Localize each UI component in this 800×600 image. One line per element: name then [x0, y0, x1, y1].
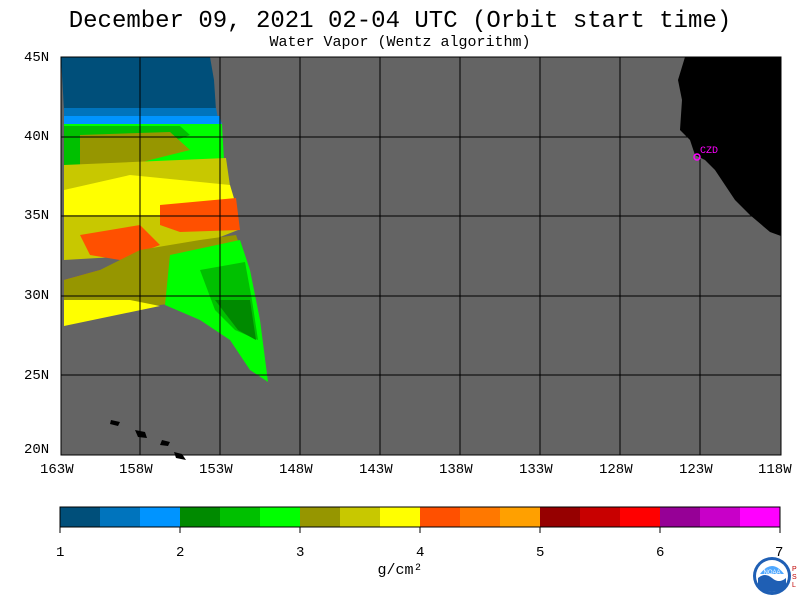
colorbar-segment	[620, 507, 661, 527]
lat-label-20n: 20N	[24, 442, 50, 458]
lon-label-153w: 153W	[199, 462, 233, 478]
lon-label-138w: 138W	[439, 462, 473, 478]
psl-text: PSL	[792, 566, 797, 589]
lon-label-143w: 143W	[359, 462, 393, 478]
colorbar-segment	[580, 507, 621, 527]
colorbar-segment	[140, 507, 181, 527]
colorbar-segment	[100, 507, 141, 527]
page-subtitle: Water Vapor (Wentz algorithm)	[269, 34, 531, 51]
svg-text:NOAA: NOAA	[763, 570, 780, 576]
hawaii-island	[110, 420, 120, 426]
map-frame	[60, 56, 782, 456]
lon-label-158w: 158W	[119, 462, 153, 478]
lat-label-40n: 40N	[24, 129, 50, 145]
lon-label-133w: 133W	[519, 462, 553, 478]
noaa-logo-icon: NOAA	[753, 557, 791, 595]
lon-label-128w: 128W	[599, 462, 633, 478]
hawaii-island	[160, 440, 170, 446]
colorbar-segment	[60, 507, 101, 527]
station-label: CZD	[700, 146, 719, 157]
colorbar-tick-5: 5	[536, 545, 545, 561]
colorbar-segment	[700, 507, 741, 527]
colorbar-tick-1: 1	[56, 545, 65, 561]
lat-label-35n: 35N	[24, 208, 50, 224]
colorbar-segment	[220, 507, 261, 527]
lon-label-123w: 123W	[679, 462, 713, 478]
colorbar-tick-7: 7	[775, 545, 784, 561]
lat-label-45n: 45N	[24, 50, 50, 66]
map-grid	[61, 57, 781, 455]
colorbar-segment	[660, 507, 701, 527]
colorbar-segment	[260, 507, 301, 527]
colorbar-tick-6: 6	[656, 545, 665, 561]
colorbar-segment	[380, 507, 421, 527]
colorbar-segment	[540, 507, 581, 527]
colorbar-segment	[740, 507, 781, 527]
colorbar-unit: g/cm²	[377, 562, 423, 579]
hawaii-island	[135, 430, 147, 438]
colorbar-tick-2: 2	[176, 545, 185, 561]
station-marker-icon	[693, 153, 701, 161]
land-mass	[110, 57, 781, 460]
colorbar-segment	[180, 507, 221, 527]
page-title: December 09, 2021 02-04 UTC (Orbit start…	[68, 8, 732, 35]
colorbar-segment	[300, 507, 341, 527]
lat-label-30n: 30N	[24, 288, 50, 304]
colorbar-segment	[340, 507, 381, 527]
colorbar-segment	[420, 507, 461, 527]
colorbar-tick-4: 4	[416, 545, 425, 561]
lon-label-148w: 148W	[279, 462, 313, 478]
colorbar-segment	[460, 507, 501, 527]
lon-label-163w: 163W	[40, 462, 74, 478]
colorbar-tick-3: 3	[296, 545, 305, 561]
colorbar-segment	[500, 507, 541, 527]
lon-label-118w: 118W	[758, 462, 792, 478]
hawaii-island	[174, 452, 186, 460]
lat-label-25n: 25N	[24, 368, 50, 384]
